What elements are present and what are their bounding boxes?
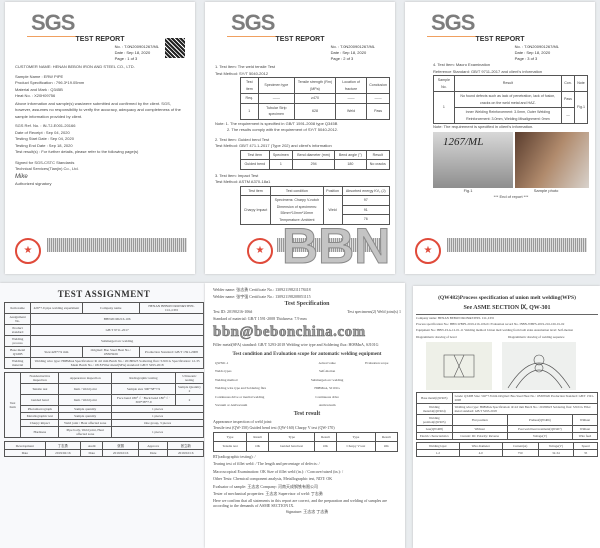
test-items-table: Test Item Nondestructive inspection Appear… [3,372,205,438]
welding-parameters-table: Welding layer Wire diameter Current(A) Volt… [416,442,598,457]
sample-photo-1: 1267/ML [433,131,513,188]
wps-page: (QW482)Process specification of union me… [413,286,600,548]
impact-table: Test item Test condition Position Absorbed … [239,185,391,225]
customer-name: CUSTOMER NAME: HENAN BEBON IRON AND STEE… [15,64,135,69]
report-title: TEST REPORT [75,36,125,43]
official-seal: ★ [247,238,273,264]
result-title: Test result [293,410,321,417]
footer-fine-print [447,238,587,252]
bend-table: Test item Specimen Bend diameter (mm) Bend … [240,149,391,170]
sample-info: Sample Name : ERW PIPE Product Specificat… [15,73,181,119]
result-details: RT(radiographic testing): / Tearing test … [213,453,388,514]
report-body: 4. Test Item: Macro Examination Reference… [433,62,589,201]
macro-table: Sample No. Result Con. Note 1 No found defec… [433,75,589,124]
caption-row: Fig.1 Sample photo [433,188,589,195]
assignment-table: Item name 426*7.9 pipe welding experiment… [3,302,205,369]
photo-row: 1267/ML [433,131,589,188]
filler-standard: Filler metal(SFA) standard: GB/T 5293-20… [213,342,379,347]
result-table: Type Result Type Result Type Result Tensile t… [212,431,399,452]
sgs-logo: SGS [427,10,479,37]
wps-title: (QW482)Process specification of union me… [438,295,576,301]
bevel-drawing-label: Diagrammatic drawing of bevel [416,335,457,339]
welders: Welder name: 张志勇 Certificate No.: 130921… [213,287,311,299]
spec-body: Welder name: 张志勇 Certificate No.: 130921… [213,287,401,515]
wps-table: Base metal(QW403) Grade: Q345B Size: 502*… [416,392,599,440]
assignment-title: TEST ASSIGNMENT [57,289,151,299]
approval-table: Development 丁志勇 Audit 张丽 Approve 张立新 Date 2019… [4,441,204,457]
condition-title: Test condition and Evaluation scope for … [232,351,382,357]
result-lines: Appearance inspection of weld joint: Tens… [213,418,335,431]
test-dates: SGS Ref. No. : IN-TJ-E001-20166 Date of R… [15,123,185,187]
test-item-4: 4. Test Item: Macro Examination Reference… [433,62,543,74]
sequence-drawing-label: Diagrammatic drawing of welding sequence [508,335,565,339]
qr-code [165,38,185,58]
report-title: TEST REPORT [475,36,525,43]
official-seal: ★ [15,238,41,264]
bevel-drawing [426,342,492,390]
report-title: TEST REPORT [275,36,325,43]
tensile-table: Test item Specimen type Tensile strength (… [240,77,390,120]
wps-body: (QW482)Process specification of union me… [416,294,599,457]
footer-fine-print [47,238,187,252]
sample-photo-2 [515,131,589,188]
sgs-logo: SGS [227,10,279,37]
end-of-report: *** End of report *** [493,194,529,199]
footer-fine-print [277,238,387,252]
report-meta: No. : T.0N200901267/ML Date : Sep 18, 202… [114,44,159,61]
test-item-1: 1. Test Item: The weld tensile Test Test … [215,64,276,76]
report-meta: No. : T.0N200901267/ML Date : Sep 18, 202… [330,44,375,61]
report-body: 1. Test Item: The weld tensile Test Test … [215,64,391,225]
material-standard: Standard of material: GB/T 1591-2008 Thi… [213,315,307,321]
official-seal: ★ [415,238,441,264]
fig-caption: Fig.1 [463,187,473,193]
spec-title: Test Specification [284,301,330,307]
drawing-labels: Diagrammatic drawing of bevel Diagrammat… [416,335,598,340]
condition-table: QW361.1 Actual value Evaluation scope Weld… [215,360,389,408]
wps-header: Company name: HENAN BEBON IRON&STEEL CO.… [416,314,598,333]
signature-mark: Mike [15,173,28,180]
report-body: CUSTOMER NAME: HENAN BEBON IRON AND STEE… [15,64,185,187]
test-specification-page: Welder name: 张志勇 Certificate No.: 130921… [205,283,405,548]
welding-sequence-drawing [502,342,576,390]
notes: Note: 1. The requirement is specified in… [215,120,339,133]
test-assignment-page: TEST ASSIGNMENT Item name 426*7.9 pipe we… [0,283,205,548]
photo-caption: Sample photo [533,187,559,193]
sgs-logo: SGS [27,10,79,37]
wps-subtitle: See ASME SECTION Ⅸ, QW-301 [463,305,551,311]
report-meta: No. : T.0N200901267/ML Date : Sep 18, 202… [514,44,559,61]
spec-details: Test ID: 20190216-106# Test specimens(2) … [213,309,401,314]
note-line: Note: The requirement is specified in cl… [433,124,534,129]
sgs-report-page-2: SGS TEST REPORT No. : T.0N200901267/ML Da… [205,2,395,274]
sgs-report-page-3: SGS TEST REPORT No. : T.0N200901267/ML Da… [405,2,595,274]
drawings [416,342,598,390]
test-item-2: 2. Test Item: Guided bend Test Test Metho… [215,136,332,149]
sgs-report-page-1: SGS TEST REPORT No. : T.0N200901267/ML Da… [5,2,195,274]
assignment-body: TEST ASSIGNMENT Item name 426*7.9 pipe we… [3,289,205,457]
watermark-email: bbn@bebonchina.com [213,324,366,341]
bbn-watermark-logo: BBN [281,218,391,274]
test-item-3: 3. Test Item: Impact Test Test Method: AS… [215,172,271,185]
